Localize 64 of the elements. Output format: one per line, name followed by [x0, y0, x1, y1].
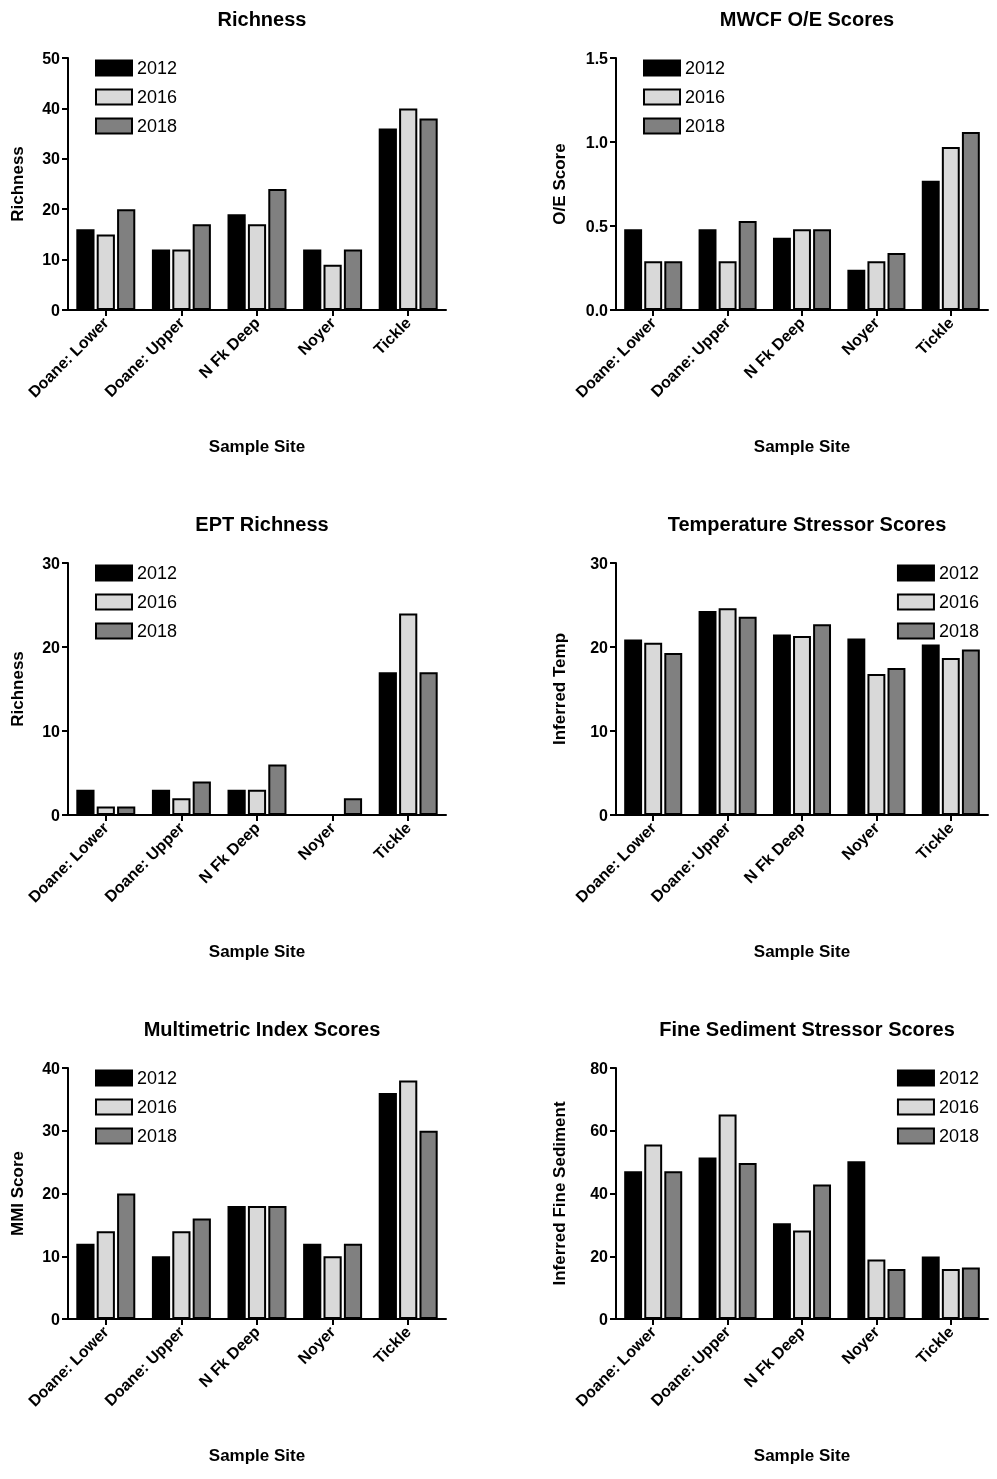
legend-label: 2012: [938, 1068, 979, 1088]
legend-label: 2018: [137, 116, 178, 136]
x-axis-title: Sample Site: [208, 942, 306, 961]
y-tick-label: 20: [42, 200, 61, 218]
y-tick-label: 1.5: [585, 49, 609, 67]
x-axis-title: Sample Site: [753, 942, 851, 961]
y-axis-title: Inferred Fine Sediment: [550, 1101, 569, 1286]
y-tick-label: 10: [42, 1247, 61, 1265]
legend-label: 2018: [137, 1126, 178, 1146]
y-tick-label: 40: [42, 1059, 61, 1077]
legend-label: 2012: [137, 1068, 178, 1088]
x-axis-title: Sample Site: [753, 1446, 851, 1465]
y-tick-label: 0: [51, 1310, 61, 1328]
legend-label: 2018: [685, 116, 726, 136]
y-tick-label: 0: [599, 806, 609, 824]
chart-title: Multimetric Index Scores: [143, 1018, 381, 1040]
legend-label: 2012: [685, 58, 726, 78]
legend-label: 2016: [137, 87, 178, 107]
y-tick-label: 20: [590, 1247, 609, 1265]
y-tick-label: 20: [590, 638, 609, 656]
y-tick-label: 10: [42, 722, 61, 740]
legend-label: 2016: [938, 592, 979, 612]
y-tick-label: 0: [599, 1310, 609, 1328]
x-axis-title: Sample Site: [753, 437, 851, 456]
legend-label: 2012: [137, 58, 178, 78]
y-tick-label: 60: [590, 1122, 609, 1140]
chart-title: Fine Sediment Stressor Scores: [659, 1018, 955, 1040]
y-tick-label: 0: [51, 806, 61, 824]
y-tick-label: 0: [51, 301, 61, 319]
y-tick-label: 20: [42, 1185, 61, 1202]
y-axis-title: Inferred Temp: [550, 632, 569, 746]
y-axis-title: Richness: [8, 651, 27, 727]
x-axis-title: Sample Site: [208, 1446, 306, 1465]
y-tick-label: 30: [42, 554, 61, 572]
y-tick-label: 10: [42, 251, 61, 269]
y-tick-label: 0.5: [585, 217, 609, 235]
legend-label: 2016: [137, 1097, 178, 1117]
legend-label: 2016: [137, 592, 178, 612]
y-tick-label: 0.0: [585, 301, 609, 319]
chart-title: Temperature Stressor Scores: [667, 513, 947, 535]
legend-label: 2018: [938, 621, 979, 641]
y-tick-label: 30: [42, 1122, 61, 1140]
y-tick-label: 80: [590, 1059, 609, 1077]
legend-label: 2016: [685, 87, 726, 107]
y-axis-title: Richness: [8, 146, 27, 222]
chart-title: MWCF O/E Scores: [719, 8, 895, 30]
y-tick-label: 10: [590, 722, 609, 740]
chart-title: Richness: [217, 8, 307, 30]
y-tick-label: 40: [590, 1185, 609, 1202]
legend-label: 2012: [938, 563, 979, 583]
y-tick-label: 50: [42, 49, 61, 67]
legend-label: 2012: [137, 563, 178, 583]
y-axis-title: MMI Score: [8, 1150, 27, 1237]
y-tick-label: 20: [42, 638, 61, 656]
y-tick-label: 40: [42, 99, 61, 117]
chart-title: EPT Richness: [195, 513, 329, 535]
y-axis-title: O/E Score: [550, 143, 569, 225]
x-axis-title: Sample Site: [208, 437, 306, 456]
legend-label: 2016: [938, 1097, 979, 1117]
y-tick-label: 30: [590, 554, 609, 572]
legend-label: 2018: [938, 1126, 979, 1146]
y-tick-label: 1.0: [585, 133, 609, 151]
y-tick-label: 30: [42, 150, 61, 168]
legend-label: 2018: [137, 621, 178, 641]
